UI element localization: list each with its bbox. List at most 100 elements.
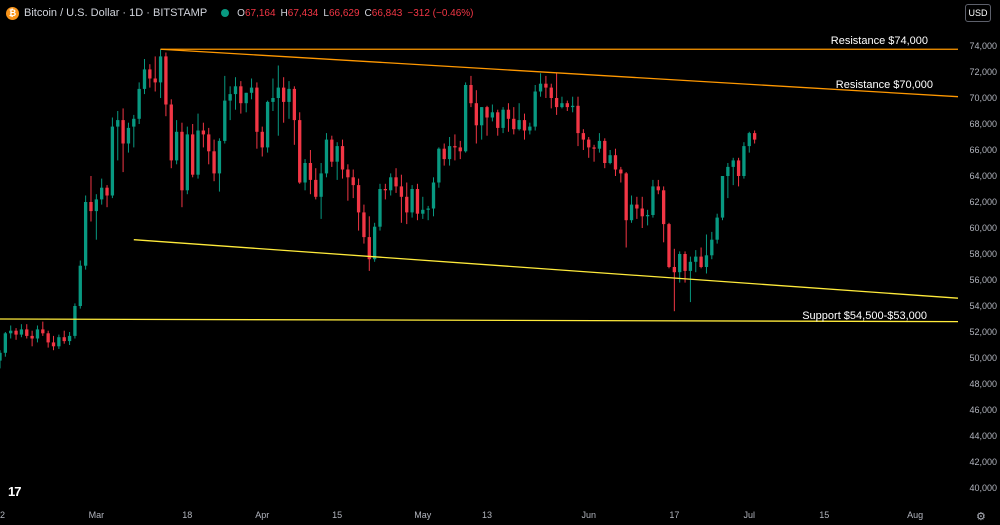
- candle-body: [581, 133, 586, 140]
- gear-icon[interactable]: ⚙: [976, 511, 986, 523]
- y-tick-label: 52,000: [969, 327, 997, 337]
- candle-body: [480, 107, 484, 126]
- candle-body: [720, 176, 725, 218]
- candle-body: [233, 86, 238, 95]
- x-tick-label: 12: [0, 510, 5, 520]
- candle-body: [9, 330, 13, 334]
- support-label: Support $54,500-$53,000: [802, 310, 927, 322]
- candle-body: [629, 204, 634, 221]
- candle-body: [463, 85, 468, 152]
- y-tick-label: 60,000: [969, 223, 997, 233]
- candle-body: [174, 131, 179, 161]
- candle-body: [522, 120, 527, 131]
- symbol-title[interactable]: Bitcoin / U.S. Dollar · 1D · BITSTAMP: [24, 7, 208, 19]
- candle-body: [19, 329, 24, 335]
- candle-body: [89, 202, 93, 212]
- candle-body: [710, 239, 714, 256]
- candle-body: [25, 329, 29, 336]
- candle-body: [260, 131, 264, 148]
- resistance-label: Resistance $74,000: [831, 35, 928, 47]
- y-tick-label: 68,000: [969, 119, 997, 129]
- candle-body: [453, 146, 457, 148]
- candle-body: [383, 189, 387, 191]
- candle-body: [656, 186, 660, 191]
- candle-body: [346, 169, 350, 178]
- candle-body: [265, 101, 270, 148]
- y-tick-label: 58,000: [969, 249, 997, 259]
- candle-body: [635, 204, 639, 209]
- candle-body: [142, 69, 147, 89]
- candle-body: [94, 199, 98, 212]
- y-tick-label: 62,000: [969, 197, 997, 207]
- candle-body: [356, 185, 361, 213]
- candle-body: [442, 148, 446, 160]
- candle-body: [678, 254, 682, 273]
- candle-body: [726, 166, 730, 176]
- candle-body: [731, 160, 735, 167]
- resistance-label: Resistance $70,000: [836, 79, 933, 91]
- candle-body: [67, 335, 72, 342]
- ohlc-high: H67,434: [280, 7, 319, 19]
- candle-body: [314, 179, 318, 197]
- candle-body: [185, 134, 189, 191]
- bitcoin-icon: ₿: [6, 6, 19, 20]
- candle-body: [426, 208, 430, 210]
- candle-body: [694, 256, 698, 262]
- candle-body: [603, 140, 607, 163]
- x-tick-label: 17: [669, 510, 679, 520]
- candle-body: [212, 151, 216, 174]
- candle-body: [399, 186, 404, 197]
- candle-body: [41, 329, 45, 334]
- candle-body: [742, 146, 746, 176]
- candle-body: [330, 139, 334, 162]
- candle-body: [303, 163, 307, 183]
- ohlc-open: O67,164: [237, 7, 276, 19]
- x-tick-label: Jun: [581, 510, 596, 520]
- candle-body: [410, 189, 414, 213]
- candle-body: [458, 147, 462, 152]
- candle-body: [736, 160, 741, 176]
- candle-body: [223, 100, 227, 141]
- tradingview-logo[interactable]: 17: [8, 484, 22, 499]
- candle-body: [137, 88, 141, 119]
- candle-body: [132, 118, 136, 127]
- candle-body: [340, 146, 345, 170]
- candle-body: [78, 265, 82, 306]
- x-tick-label: 13: [482, 510, 492, 520]
- candle-body: [116, 120, 120, 127]
- x-tick-label: Aug: [907, 510, 923, 520]
- candle-body: [437, 148, 441, 183]
- candle-body: [421, 209, 425, 214]
- candle-body: [372, 226, 377, 260]
- candle-body: [367, 237, 371, 260]
- candle-body: [683, 254, 687, 271]
- candle-body: [538, 83, 543, 92]
- candle-body: [571, 105, 575, 108]
- candle-body: [298, 120, 302, 183]
- candle-body: [180, 131, 184, 191]
- candle-body: [0, 352, 2, 361]
- y-tick-label: 44,000: [969, 431, 997, 441]
- candle-body: [474, 103, 478, 126]
- currency-button[interactable]: USD: [965, 4, 991, 22]
- x-tick-label: Jul: [744, 510, 756, 520]
- candle-body: [485, 107, 489, 118]
- candle-body: [228, 94, 232, 101]
- candle-body: [169, 104, 173, 161]
- candle-body: [83, 202, 88, 266]
- candle-body: [394, 177, 398, 187]
- candle-body: [517, 120, 521, 130]
- candle-body: [201, 130, 206, 135]
- candle-body: [281, 87, 286, 102]
- candle-body: [608, 155, 612, 163]
- candle-body: [276, 87, 280, 98]
- x-tick-label: 15: [332, 510, 342, 520]
- candle-body: [431, 182, 436, 209]
- y-tick-label: 42,000: [969, 457, 997, 467]
- candle-body: [308, 163, 313, 180]
- candle-body: [405, 196, 409, 213]
- candle-body: [667, 224, 671, 267]
- candle-body: [335, 146, 339, 162]
- candle-body: [661, 190, 666, 225]
